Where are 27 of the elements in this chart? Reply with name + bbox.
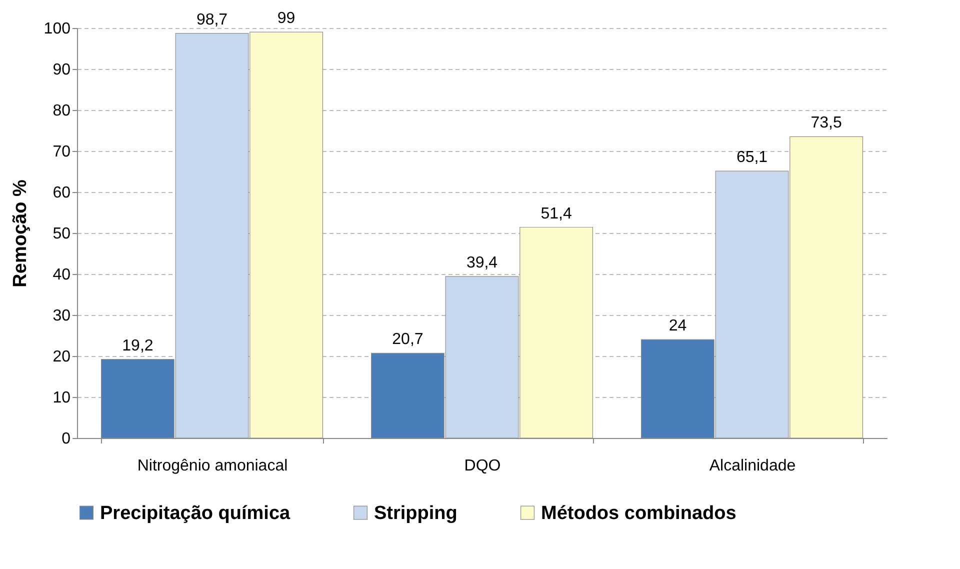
data-label: 98,7 (196, 11, 228, 28)
y-tick-label: 30 (52, 308, 71, 324)
y-tick-label: 10 (52, 390, 71, 406)
y-tick-label: 0 (62, 430, 71, 448)
x-tick-label: DQO (464, 458, 501, 474)
y-tick-label: 60 (52, 184, 71, 202)
legend-label: Stripping (374, 502, 458, 524)
x-tick-label: Nitrogênio amoniacal (137, 458, 288, 474)
y-axis-title: Remoção % (10, 180, 31, 288)
legend-label: Precipitação química (100, 502, 291, 524)
y-tick-label: 100 (44, 20, 71, 38)
data-label: 73,5 (810, 114, 842, 132)
data-label: 39,4 (466, 254, 498, 272)
legend-label: Métodos combinados (541, 502, 736, 524)
data-label: 51,4 (540, 205, 572, 222)
data-label: 99 (277, 10, 296, 28)
data-label: 20,7 (392, 331, 424, 348)
y-tick-label: 80 (52, 102, 71, 120)
y-tick-label: 40 (52, 266, 71, 284)
data-label: 19,2 (122, 337, 154, 354)
y-tick-label: 70 (52, 144, 71, 160)
data-label: 65,1 (736, 149, 768, 166)
y-tick-label: 90 (52, 62, 71, 78)
x-tick-label: Alcalinidade (709, 458, 796, 474)
data-label: 24 (668, 318, 687, 335)
y-tick-label: 20 (52, 348, 71, 366)
y-tick-label: 50 (52, 226, 71, 242)
